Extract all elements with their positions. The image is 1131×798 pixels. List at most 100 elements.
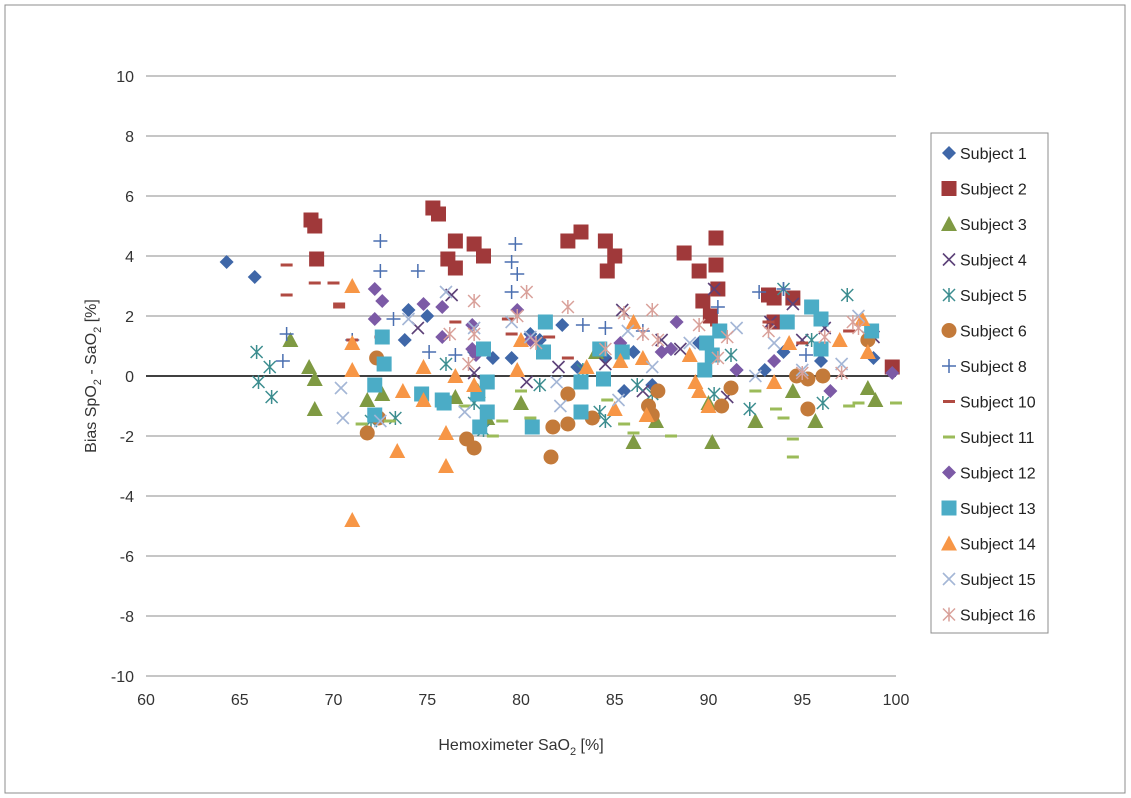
data-point (359, 425, 375, 441)
x-tick-label: 95 (793, 692, 811, 709)
data-point (743, 402, 757, 416)
data-point (280, 293, 293, 297)
data-point (795, 366, 809, 380)
legend-item: Subject 16 (942, 607, 1036, 625)
data-point (374, 386, 391, 401)
data-point (458, 405, 472, 419)
data-point (650, 383, 666, 399)
data-point (710, 300, 725, 314)
data-point (714, 398, 730, 414)
data-point (508, 237, 523, 251)
data-point (598, 414, 612, 428)
data-point (510, 267, 525, 281)
data-point (466, 377, 483, 392)
legend-marker (941, 216, 957, 231)
data-point (415, 359, 432, 374)
data-point (573, 404, 589, 420)
data-point (504, 351, 519, 365)
data-point (560, 416, 576, 432)
data-point (611, 393, 626, 407)
data-point (401, 312, 416, 326)
data-point (749, 389, 762, 393)
legend-marker (942, 288, 956, 302)
data-point (852, 401, 865, 405)
legend-marker (942, 359, 956, 373)
data-point (779, 314, 795, 330)
data-point (752, 285, 767, 299)
y-tick-label: -2 (120, 429, 134, 446)
data-point (818, 330, 832, 344)
data-point (439, 285, 453, 299)
data-point (777, 416, 790, 420)
legend-marker (942, 465, 956, 480)
legend-box (930, 132, 1049, 634)
data-point (309, 251, 325, 267)
y-axis-ticks: 10 8 6 4 2 0 -2 -4 -6 -8 -10 (111, 69, 134, 686)
legend-label: Subject 13 (960, 501, 1036, 518)
legend-marker (943, 400, 955, 403)
data-point (720, 330, 734, 344)
data-point (761, 324, 776, 338)
x-axis-title: Hemoximeter SaO2 [%] (438, 737, 603, 758)
data-point (383, 419, 396, 423)
data-point (708, 257, 724, 273)
data-point (729, 363, 744, 377)
data-point (890, 401, 902, 405)
data-point (645, 360, 659, 374)
data-point (415, 392, 432, 407)
data-point (447, 368, 464, 383)
legend-label: Subject 12 (960, 466, 1036, 483)
data-point (770, 407, 782, 411)
data-point (757, 363, 772, 377)
data-point (796, 341, 809, 345)
data-point (597, 233, 613, 249)
data-point (307, 218, 323, 234)
data-point (814, 354, 828, 368)
data-point (712, 323, 728, 339)
legend-marker (941, 500, 957, 516)
x-tick-label: 100 (883, 692, 910, 709)
legend-item: Subject 6 (941, 323, 1027, 341)
data-point (697, 362, 713, 378)
data-point (807, 413, 824, 428)
data-point (344, 278, 361, 293)
data-point (617, 306, 631, 320)
data-point (509, 362, 526, 377)
series-subject-13 (367, 299, 880, 435)
data-point (476, 341, 491, 357)
data-point (536, 344, 551, 360)
data-point (438, 425, 454, 440)
data-point (840, 288, 854, 302)
data-point (621, 324, 635, 338)
data-point (524, 416, 537, 420)
legend-item: Subject 4 (942, 252, 1027, 270)
data-point (505, 332, 518, 336)
data-point (691, 383, 708, 398)
data-point (704, 347, 720, 363)
y-axis-title-subscript-2: 2 (92, 327, 104, 333)
data-point (673, 342, 687, 356)
gridlines (146, 75, 896, 677)
legend-item: Subject 8 (942, 359, 1027, 376)
data-point (251, 375, 266, 389)
data-point (561, 300, 575, 314)
y-axis-title-subscript-1: 2 (92, 379, 104, 385)
data-point (504, 255, 519, 269)
legend-marker (942, 146, 956, 160)
data-point (389, 443, 406, 458)
x-tick-label: 85 (606, 692, 624, 709)
data-point (710, 281, 726, 297)
data-point (359, 392, 376, 407)
data-point (333, 305, 346, 309)
legend-marker (943, 435, 955, 439)
data-point (599, 263, 615, 279)
data-point (843, 329, 856, 333)
data-point (851, 321, 866, 335)
data-point (627, 431, 640, 435)
data-point (472, 419, 488, 435)
data-point (308, 281, 321, 285)
legend-marker (942, 252, 956, 267)
data-points (219, 200, 902, 527)
data-point (524, 419, 540, 435)
